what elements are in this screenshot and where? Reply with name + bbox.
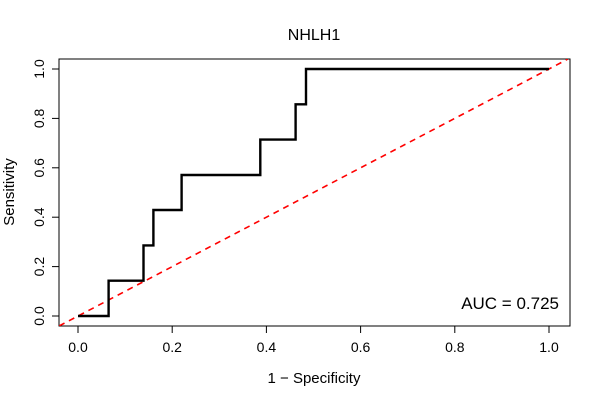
reference-diagonal-line bbox=[59, 59, 569, 326]
x-tick-label: 0.2 bbox=[162, 339, 182, 355]
y-tick-label: 0.8 bbox=[31, 108, 47, 128]
x-axis-label: 1 − Specificity bbox=[268, 370, 361, 387]
x-tick-label: 0.0 bbox=[68, 339, 88, 355]
y-tick-label: 0.2 bbox=[31, 257, 47, 277]
y-axis-label: Sensitivity bbox=[1, 158, 18, 226]
x-tick-label: 1.0 bbox=[539, 339, 559, 355]
x-tick-label: 0.4 bbox=[257, 339, 277, 355]
y-tick-label: 1.0 bbox=[31, 59, 47, 79]
y-tick-label: 0.6 bbox=[31, 158, 47, 178]
x-tick-label: 0.6 bbox=[351, 339, 371, 355]
y-tick-label: 0.4 bbox=[31, 207, 47, 227]
chart-title: NHLH1 bbox=[288, 27, 341, 44]
y-tick-label: 0.0 bbox=[31, 306, 47, 326]
roc-curve-line bbox=[78, 67, 549, 318]
auc-annotation: AUC = 0.725 bbox=[461, 294, 559, 313]
x-tick-label: 0.8 bbox=[445, 339, 465, 355]
